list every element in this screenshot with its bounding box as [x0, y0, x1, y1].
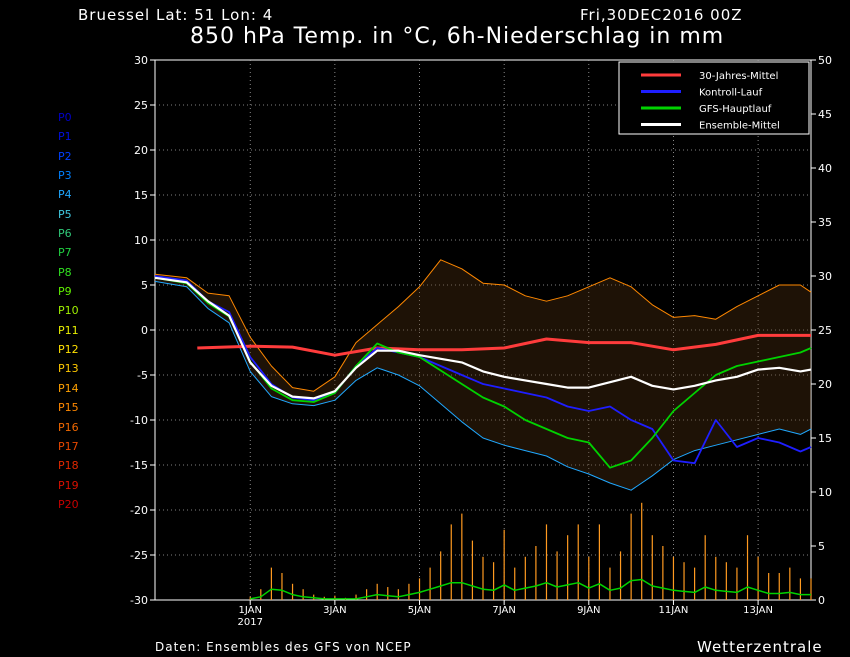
x-tick-label: 3JAN — [323, 605, 346, 616]
member-label-p15: P15 — [58, 401, 79, 415]
y-left-tick-label: -15 — [130, 459, 148, 472]
member-label-p11: P11 — [58, 323, 79, 337]
member-label-p12: P12 — [58, 343, 79, 357]
ensemble-min-line — [154, 280, 812, 491]
y-left-tick-label: 15 — [134, 189, 148, 202]
y-right-tick-label: 15 — [818, 432, 832, 445]
ensemble-mean-line — [154, 276, 812, 400]
location-label: Bruessel Lat: 51 Lon: 4 — [78, 6, 274, 24]
y-left-tick-label: -20 — [130, 504, 148, 517]
member-label-p13: P13 — [58, 362, 79, 376]
x-tick-label: 11JAN — [659, 605, 689, 616]
ensemble-member-list: P0 P1 P2 P3 P4 P5 P6 P7 P8 P9 P10 P11 P12 P13 P14 P15 P1… — [58, 108, 79, 514]
y-left-tick-label: 5 — [141, 279, 148, 292]
y-left-tick-label: 0 — [141, 324, 148, 337]
member-label-p14: P14 — [58, 381, 79, 395]
member-label-p5: P5 — [58, 207, 72, 221]
member-label-p16: P16 — [58, 420, 79, 434]
y-left-tick-label: -30 — [130, 594, 148, 607]
member-label-p0: P0 — [58, 111, 72, 124]
y-right-tick-label: 30 — [818, 270, 832, 283]
ensemble-max-line — [154, 259, 812, 392]
member-label-p18: P18 — [58, 459, 79, 473]
y-left-tick-label: 25 — [134, 99, 148, 112]
x-tick-label: 9JAN — [577, 605, 600, 616]
x-tick-label: 5JAN — [408, 605, 431, 616]
y-left-tick-label: 30 — [134, 54, 148, 67]
y-left-tick-label: -5 — [137, 369, 148, 382]
member-label-p8: P8 — [58, 265, 72, 279]
x-tick-label: 13JAN — [743, 605, 773, 616]
member-label-p4: P4 — [58, 188, 72, 202]
legend-label: GFS-Hauptlauf — [699, 104, 772, 115]
y-left-tick-label: -25 — [130, 549, 148, 562]
main-run-line — [154, 276, 812, 469]
climate-mean-line — [197, 333, 811, 357]
member-label-p9: P9 — [58, 285, 72, 299]
member-label-p10: P10 — [58, 304, 79, 318]
member-label-p3: P3 — [58, 169, 72, 183]
chart-title: 850 hPa Temp. in °C, 6h-Niederschlag in … — [190, 24, 725, 49]
control-run-line — [154, 275, 812, 465]
y-right-tick-label: 25 — [818, 324, 832, 337]
legend-label: 30-Jahres-Mittel — [699, 71, 778, 82]
y-right-tick-label: 5 — [818, 540, 825, 553]
y-right-tick-label: 35 — [818, 216, 832, 229]
y-right-tick-label: 20 — [818, 378, 832, 391]
x-tick-label: 7JAN — [492, 605, 515, 616]
member-label-p2: P2 — [58, 149, 72, 163]
y-left-tick-label: 20 — [134, 144, 148, 157]
x-tick-sublabel: 2017 — [237, 617, 262, 628]
y-right-tick-label: 0 — [818, 594, 825, 607]
member-label-p1: P1 — [58, 130, 72, 144]
legend-label: Ensemble-Mittel — [699, 121, 780, 132]
y-right-tick-label: 40 — [818, 162, 832, 175]
member-label-p19: P19 — [58, 478, 79, 492]
legend-label: Kontroll-Lauf — [699, 88, 763, 99]
member-label-p20: P20 — [58, 497, 79, 511]
member-label-p7: P7 — [58, 246, 72, 260]
y-left-tick-label: -10 — [130, 414, 148, 427]
run-date-label: Fri,30DEC2016 00Z — [580, 6, 743, 24]
y-left-tick-label: 10 — [134, 234, 148, 247]
member-label-p6: P6 — [58, 227, 72, 241]
data-source-label: Daten: Ensembles des GFS von NCEP — [155, 640, 412, 654]
y-right-tick-label: 45 — [818, 108, 832, 121]
x-tick-label: 1JAN — [238, 605, 261, 616]
brand-label: Wetterzentrale — [697, 638, 823, 656]
precip-mean-line — [250, 578, 811, 600]
member-label-p17: P17 — [58, 439, 79, 453]
ensemble-spread-area — [155, 259, 811, 491]
y-right-tick-label: 10 — [818, 486, 832, 499]
y-right-tick-label: 50 — [818, 54, 832, 67]
